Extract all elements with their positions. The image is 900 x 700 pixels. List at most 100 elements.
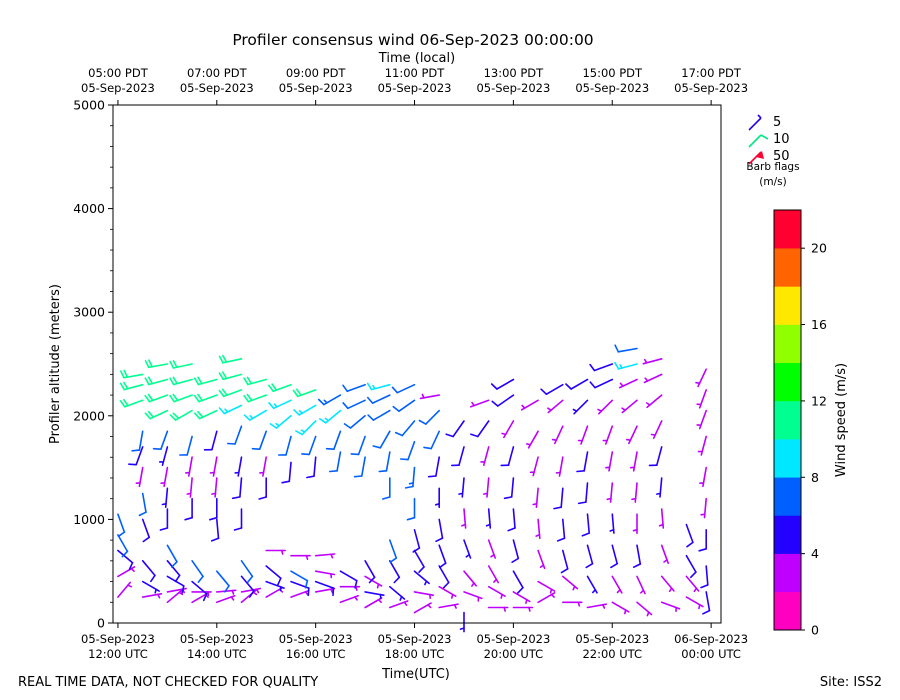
wind-barb (551, 425, 564, 445)
barb-full-feather (470, 433, 479, 438)
barb-full-feather (197, 393, 203, 402)
colorbar: 0 4 8 12 16 20 (773, 209, 827, 638)
barb-full-feather (202, 592, 208, 602)
top-tick-time: 15:00 PDT (582, 66, 643, 80)
barb-staff (191, 580, 208, 595)
barb-full-feather (378, 469, 388, 473)
barb-full-feather (248, 590, 255, 598)
barb-full-feather (393, 576, 401, 584)
barb-half-feather (231, 589, 235, 595)
barb-full-feather (412, 547, 421, 553)
barb-full-feather (172, 359, 178, 369)
barb-staff (617, 347, 638, 353)
barb-full-feather (123, 381, 129, 390)
barb-full-feather (295, 388, 302, 397)
wind-barb (632, 513, 638, 535)
wind-barb (160, 466, 169, 488)
barb-staff (388, 559, 401, 579)
barb-full-feather (276, 577, 282, 586)
barb-half-feather (224, 408, 229, 413)
colorbar-segment (774, 591, 801, 631)
barb-half-feather (551, 438, 558, 442)
barb-full-feather (366, 382, 373, 391)
colorbar-tick-label: 8 (811, 470, 819, 485)
wind-barb (537, 580, 556, 594)
wind-barb (281, 461, 292, 484)
barb-half-feather (275, 422, 280, 427)
barb-half-feather (532, 502, 538, 506)
wind-barb (529, 456, 539, 477)
barb-staff (117, 513, 126, 533)
barb-half-feather (650, 433, 656, 436)
barb-staff (141, 518, 150, 539)
barb-staff (166, 559, 181, 577)
top-tick-date: 05-Sep-2023 (575, 81, 649, 95)
barb-staff (314, 580, 335, 589)
barb-staff (458, 446, 465, 467)
colorbar-segment (774, 324, 801, 364)
barb-half-feather (130, 567, 135, 573)
barb-staff (705, 591, 711, 612)
barb-full-feather (490, 383, 498, 390)
colorbar-tick-label: 20 (811, 241, 827, 256)
barb-half-feather (408, 482, 415, 485)
colorbar-tick-label: 0 (811, 623, 819, 638)
wind-barb (152, 430, 169, 451)
wind-barb (589, 378, 614, 389)
barb-half-feather (619, 382, 624, 387)
wind-barb (290, 570, 309, 589)
barb-full-feather (295, 430, 304, 436)
barb-full-feather (292, 389, 299, 398)
wind-barb (658, 508, 665, 529)
barb-full-feather (304, 579, 309, 589)
wind-barb (459, 611, 465, 633)
wind-barb (186, 477, 193, 498)
wind-barb (696, 409, 708, 430)
wind-barb (507, 508, 516, 532)
barb-full-feather (269, 423, 278, 429)
wind-barb (314, 580, 335, 597)
barb-staff (388, 539, 398, 559)
wind-barb (643, 373, 663, 384)
wind-barb (169, 359, 193, 369)
wind-barb (631, 482, 638, 503)
barb-full-feather (218, 372, 224, 381)
barb-staff (424, 409, 441, 425)
barb-staff (510, 477, 515, 498)
wind-barb (561, 601, 583, 607)
wind-barbs (117, 344, 711, 633)
barb-full-feather (142, 536, 150, 543)
wind-barb (621, 399, 638, 414)
wind-barb (540, 383, 564, 396)
wind-barb (482, 477, 490, 498)
barb-full-feather (246, 393, 253, 402)
colorbar-segment (774, 286, 801, 325)
wind-barb (697, 435, 708, 456)
barb-full-feather (251, 447, 261, 451)
wind-barb (625, 425, 638, 445)
barb-staff (438, 518, 444, 539)
wind-barb (117, 549, 134, 571)
y-tick-label: 0 (97, 616, 105, 631)
barb-half-feather (623, 609, 627, 615)
barb-full-feather (354, 579, 358, 589)
wind-barb (193, 393, 218, 403)
barb-full-feather (367, 414, 375, 421)
barb-full-feather (404, 485, 414, 489)
barb-full-feather (222, 371, 228, 380)
x-tick-date: 05-Sep-2023 (378, 632, 452, 646)
barb-half-feather (646, 611, 650, 617)
wind-barb (265, 549, 287, 555)
wind-barb (128, 446, 144, 466)
wind-barb (560, 549, 569, 574)
wind-barb (194, 409, 218, 420)
barb-staff (430, 430, 441, 450)
barb-full-feather (121, 550, 129, 558)
wind-barb (292, 388, 317, 398)
barb-half-feather (280, 549, 284, 555)
wind-barb (438, 603, 459, 609)
wind-barb (209, 456, 218, 477)
barb-half-feather (230, 596, 235, 601)
barb-half-feather (377, 598, 382, 604)
barb-full-feather (147, 410, 155, 419)
